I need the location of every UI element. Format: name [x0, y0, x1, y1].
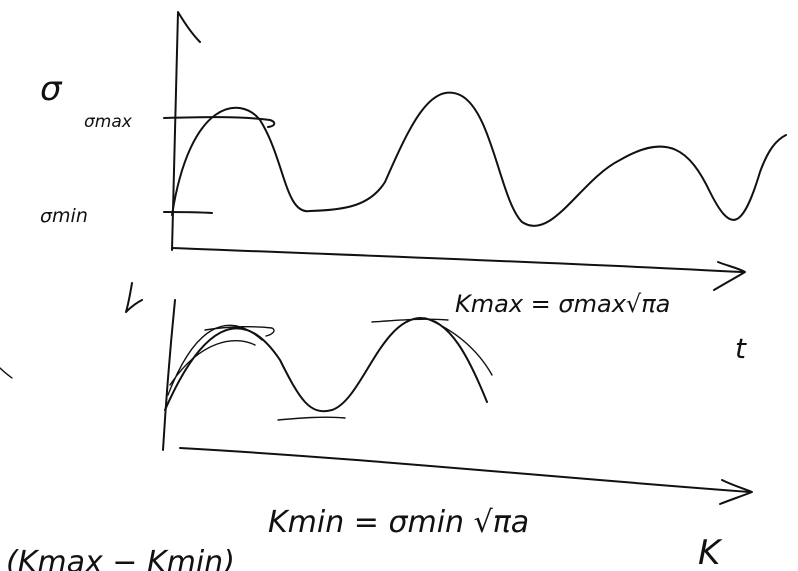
max-label: σmax — [84, 112, 133, 132]
kmax-equation: Kmax = σmax√πa — [455, 290, 670, 318]
background — [0, 0, 798, 571]
min-level-line — [164, 212, 212, 213]
min-label: σmin — [40, 205, 88, 227]
kmin-equation: Kmin = σmin √πa — [268, 505, 529, 540]
whiteboard-sketch: σ σmax σmin Kmax = σmax√πa t Kmin = σmin… — [0, 0, 798, 571]
t-label: t — [735, 332, 747, 365]
page: {"upper_plot": {"y_label": "σ", "max_lab… — [0, 0, 798, 571]
y-label: σ — [40, 69, 63, 109]
k-label: K — [698, 533, 723, 571]
footer-note: (Kmax − Kmin) — [6, 545, 235, 571]
